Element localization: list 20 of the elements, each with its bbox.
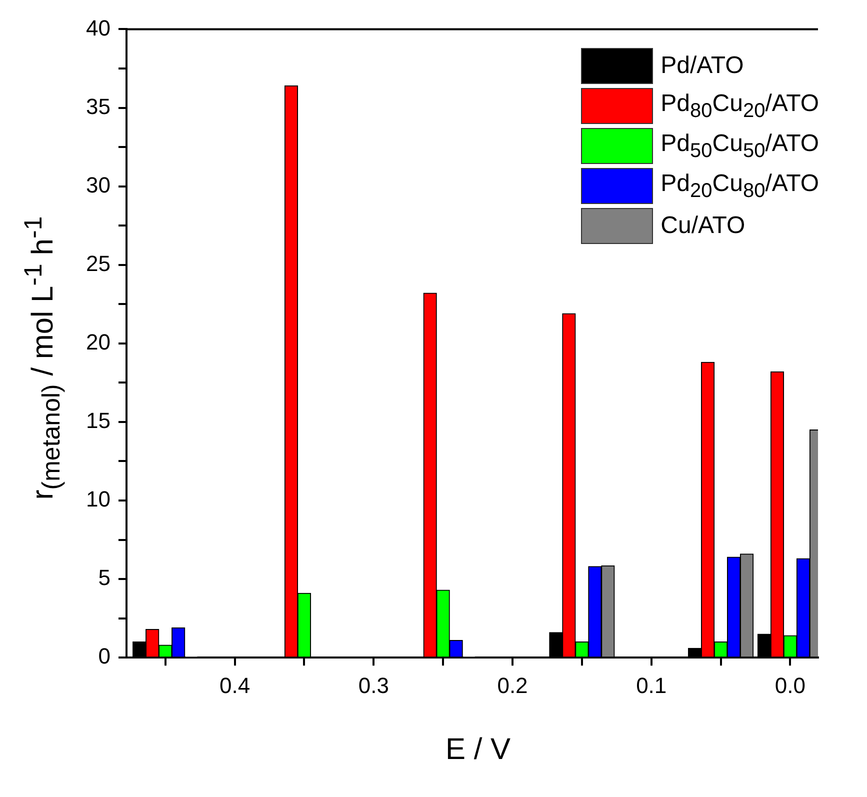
legend-label: Pd$_{20}$Cu$_{80}$/ATO: [660, 170, 819, 202]
legend-label: Pd/ATO: [660, 52, 744, 80]
legend-label: Pd$_{80}$Cu$_{20}$/ATO: [660, 90, 819, 122]
y-tick-label: 15: [86, 408, 110, 434]
y-tick-label: 10: [86, 486, 110, 512]
x-tick-label: 0.3: [358, 672, 389, 698]
legend-label: Pd$_{50}$Cu$_{50}$/ATO: [660, 130, 819, 162]
y-tick-label: 35: [86, 94, 110, 119]
y-tick-label: 5: [98, 565, 110, 590]
x-tick-label: 0.4: [219, 672, 250, 698]
x-axis-title: E / V: [445, 733, 511, 767]
y-tick-label: 40: [86, 15, 110, 40]
x-tick-label: 0.2: [497, 672, 528, 698]
x-tick-label: 0.0: [774, 672, 806, 698]
legend-label: Cu/ATO: [660, 212, 746, 240]
x-tick-label: 0.1: [636, 672, 667, 698]
y-tick-label: 30: [86, 172, 110, 198]
y-tick-label: 25: [86, 250, 110, 276]
y-tick-label: 20: [86, 329, 110, 354]
y-tick-label: 0: [98, 644, 110, 669]
